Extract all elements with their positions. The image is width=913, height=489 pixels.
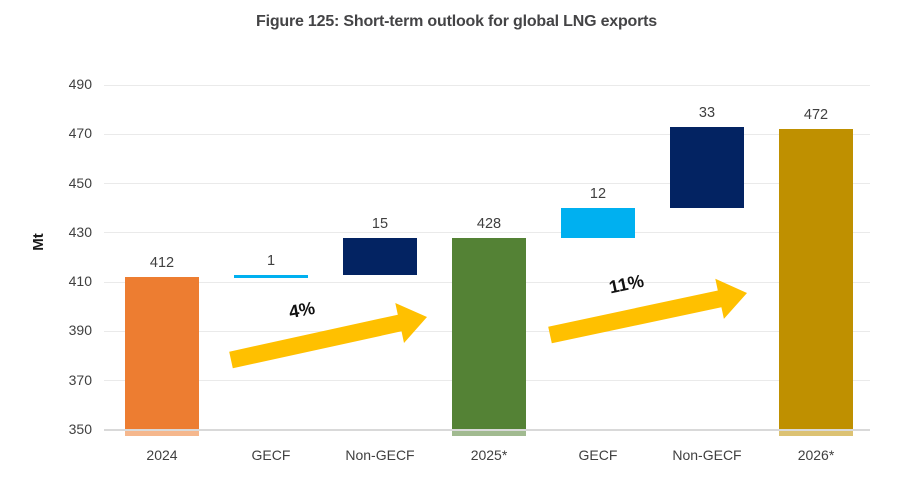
x-axis-label-2024-0: 2024 <box>114 447 210 463</box>
x-axis-label-non-gecf-2: Non-GECF <box>332 447 428 463</box>
bar-value-label-2: 15 <box>348 216 412 232</box>
y-tick-label-470: 470 <box>37 125 92 141</box>
figure-125-lng-exports: Figure 125: Short-term outlook for globa… <box>0 0 913 489</box>
growth-arrow-11pct <box>548 279 747 344</box>
x-axis-label-2026-6: 2026* <box>768 447 864 463</box>
gridline-350 <box>104 429 870 431</box>
bar-2025-3 <box>452 238 526 436</box>
bar-value-label-6: 472 <box>784 107 848 123</box>
bar-non-gecf-2 <box>343 238 417 275</box>
bar-non-gecf-5 <box>670 127 744 208</box>
y-tick-label-390: 390 <box>37 322 92 338</box>
bar-value-label-0: 412 <box>130 255 194 271</box>
bar-gecf-1 <box>234 275 308 278</box>
bar-value-label-3: 428 <box>457 216 521 232</box>
bar-value-label-1: 1 <box>239 253 303 269</box>
bar-2024-0 <box>125 277 199 436</box>
x-axis-label-non-gecf-5: Non-GECF <box>659 447 755 463</box>
gridline-450 <box>104 183 870 184</box>
x-axis-label-gecf-1: GECF <box>223 447 319 463</box>
x-axis-label-gecf-4: GECF <box>550 447 646 463</box>
y-axis-title: Mt <box>30 225 52 259</box>
y-tick-label-450: 450 <box>37 175 92 191</box>
lng-exports-waterfall-chart: 350370390410430450470490Mt41220241GECF15… <box>0 0 913 489</box>
bar-2026-6 <box>779 129 853 436</box>
growth-arrow-4pct <box>229 303 427 368</box>
y-tick-label-410: 410 <box>37 273 92 289</box>
growth-label-11pct: 11% <box>607 271 646 299</box>
gridline-470 <box>104 134 870 135</box>
bar-value-label-5: 33 <box>675 105 739 121</box>
bar-value-label-4: 12 <box>566 186 630 202</box>
growth-label-4pct: 4% <box>287 298 316 323</box>
y-tick-label-370: 370 <box>37 372 92 388</box>
bar-gecf-4 <box>561 208 635 238</box>
gridline-430 <box>104 232 870 233</box>
x-axis-label-2025-3: 2025* <box>441 447 537 463</box>
gridline-490 <box>104 85 870 86</box>
y-tick-label-490: 490 <box>37 76 92 92</box>
y-tick-label-350: 350 <box>37 421 92 437</box>
